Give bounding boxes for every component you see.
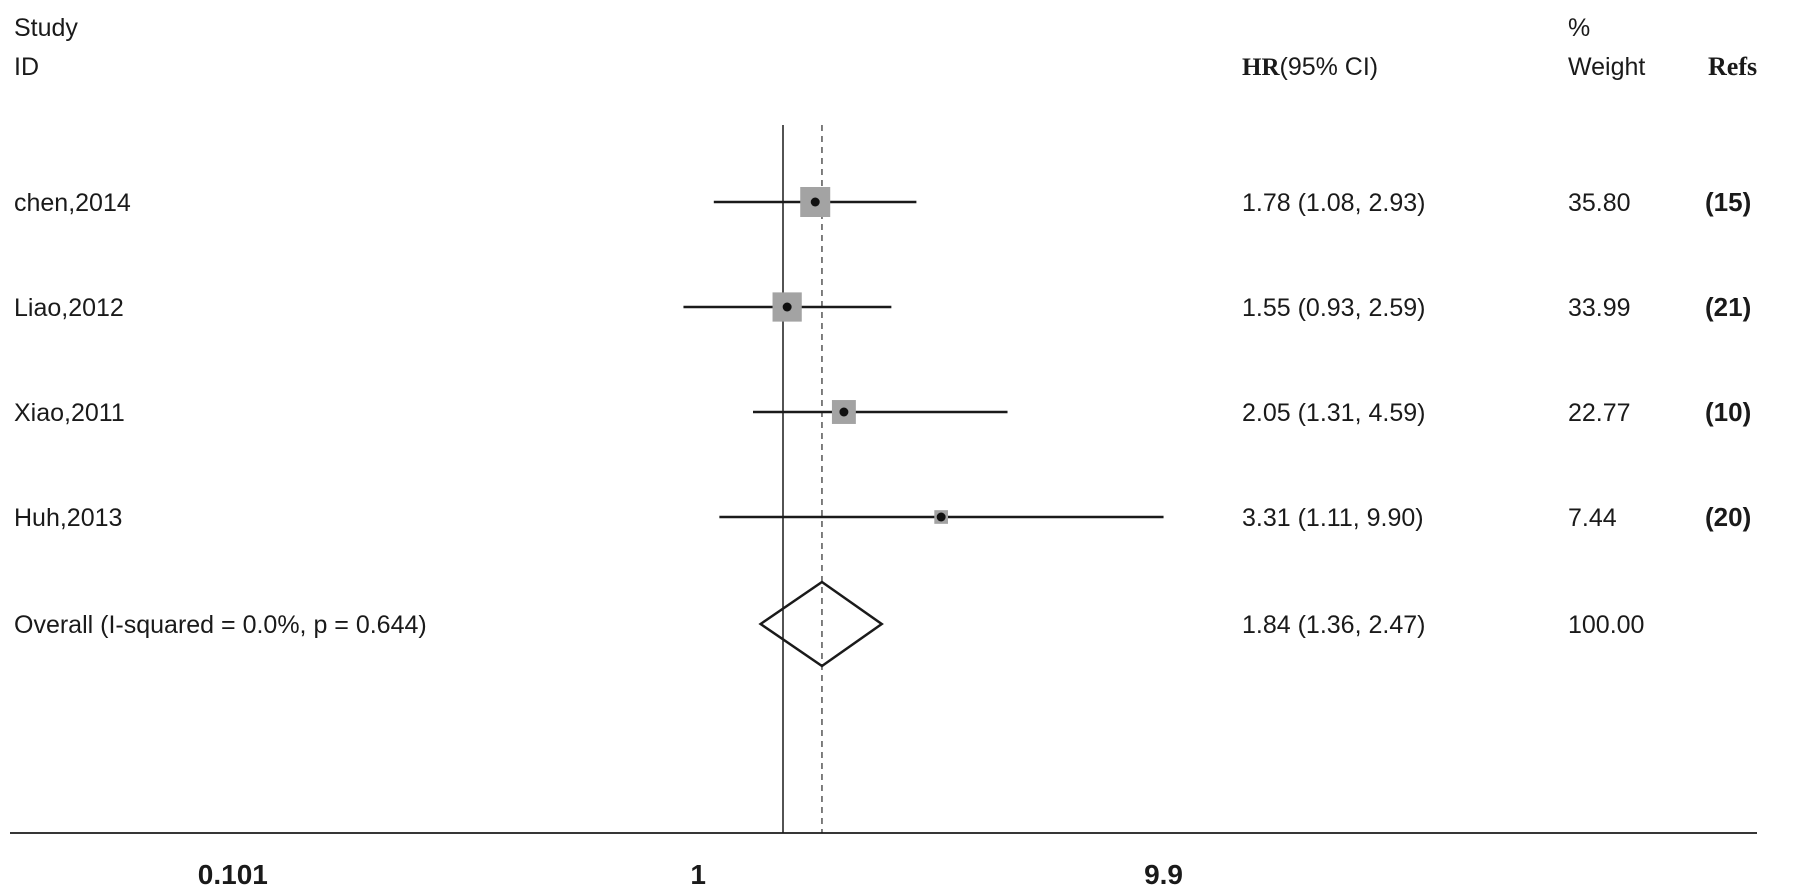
ref-text: (20) <box>1705 502 1751 532</box>
header-weight: Weight <box>1568 53 1645 81</box>
overall-hr-ci-text: 1.84 (1.36, 2.47) <box>1242 611 1425 639</box>
header-ci: (95% CI) <box>1280 53 1379 81</box>
study-row: Xiao,2011 2.05 (1.31, 4.59) 22.77 (10) <box>14 397 1751 427</box>
study-row: Liao,2012 1.55 (0.93, 2.59) 33.99 (21) <box>14 292 1751 322</box>
header-study: Study <box>14 14 78 42</box>
study-rows: chen,2014 1.78 (1.08, 2.93) 35.80 (15) Liao,… <box>14 187 1751 532</box>
x-tick-label: 0.101 <box>198 859 268 890</box>
study-row: Huh,2013 3.31 (1.11, 9.90) 7.44 (20) <box>14 502 1751 532</box>
point-estimate <box>810 197 820 207</box>
hr-ci-text: 3.31 (1.11, 9.90) <box>1242 504 1424 532</box>
header-refs: Refs <box>1708 52 1757 81</box>
header-hr-ci: HR(95% CI) <box>1242 53 1378 81</box>
study-label: Liao,2012 <box>14 294 124 322</box>
x-tick-label: 9.9 <box>1144 859 1183 890</box>
overall-row: Overall (I-squared = 0.0%, p = 0.644) 1.8… <box>14 580 1644 668</box>
point-estimate <box>936 512 946 522</box>
header-id: ID <box>14 53 39 81</box>
study-label: chen,2014 <box>14 189 131 217</box>
weight-text: 33.99 <box>1568 294 1631 322</box>
weight-text: 35.80 <box>1568 189 1631 217</box>
hr-ci-text: 1.78 (1.08, 2.93) <box>1242 189 1425 217</box>
overall-diamond <box>758 580 884 668</box>
weight-text: 22.77 <box>1568 399 1631 427</box>
ref-text: (21) <box>1705 292 1751 322</box>
study-label: Xiao,2011 <box>14 399 125 427</box>
header-hr: HR <box>1242 54 1280 81</box>
point-estimate <box>839 407 849 417</box>
study-row: chen,2014 1.78 (1.08, 2.93) 35.80 (15) <box>14 187 1751 217</box>
hr-ci-text: 1.55 (0.93, 2.59) <box>1242 294 1425 322</box>
x-tick-label: 1 <box>690 859 706 890</box>
overall-label: Overall (I-squared = 0.0%, p = 0.644) <box>14 611 427 639</box>
weight-text: 7.44 <box>1568 504 1617 532</box>
ref-text: (15) <box>1705 187 1751 217</box>
hr-ci-text: 2.05 (1.31, 4.59) <box>1242 399 1425 427</box>
point-estimate <box>782 302 792 312</box>
x-axis-ticks: 0.101 1 9.9 <box>198 859 1183 890</box>
study-label: Huh,2013 <box>14 504 122 532</box>
ref-text: (10) <box>1705 397 1751 427</box>
header-percent: % <box>1568 14 1590 42</box>
overall-weight-text: 100.00 <box>1568 611 1644 639</box>
